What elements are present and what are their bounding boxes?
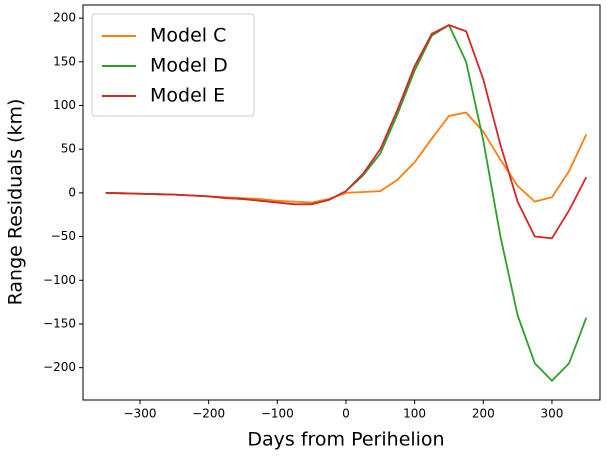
x-tick-label: 0 bbox=[342, 407, 350, 421]
y-tick-label: 0 bbox=[68, 185, 76, 199]
y-tick-label: −200 bbox=[43, 360, 76, 374]
y-tick-label: 50 bbox=[61, 142, 76, 156]
x-tick-label: −300 bbox=[124, 407, 157, 421]
series-line bbox=[105, 24, 588, 240]
y-tick-label: 150 bbox=[53, 54, 76, 68]
y-tick-label: −100 bbox=[43, 273, 76, 287]
legend-label: Model E bbox=[150, 85, 225, 107]
y-tick-label: 100 bbox=[53, 98, 76, 112]
x-tick-label: −200 bbox=[192, 407, 225, 421]
x-tick-label: 100 bbox=[403, 407, 426, 421]
legend-label: Model D bbox=[150, 55, 228, 77]
x-tick-label: 200 bbox=[472, 407, 495, 421]
legend-label: Model C bbox=[150, 25, 226, 47]
x-tick-label: −100 bbox=[261, 407, 294, 421]
plot-frame bbox=[82, 4, 601, 401]
legend-box bbox=[91, 13, 255, 117]
y-tick-label: −50 bbox=[51, 229, 76, 243]
y-tick-label: 200 bbox=[53, 11, 76, 25]
y-tick-label: −150 bbox=[43, 316, 76, 330]
x-tick-label: 300 bbox=[540, 407, 563, 421]
y-axis-label: Range Residuals (km) bbox=[5, 99, 27, 306]
x-axis-label: Days from Perihelion bbox=[247, 429, 444, 451]
